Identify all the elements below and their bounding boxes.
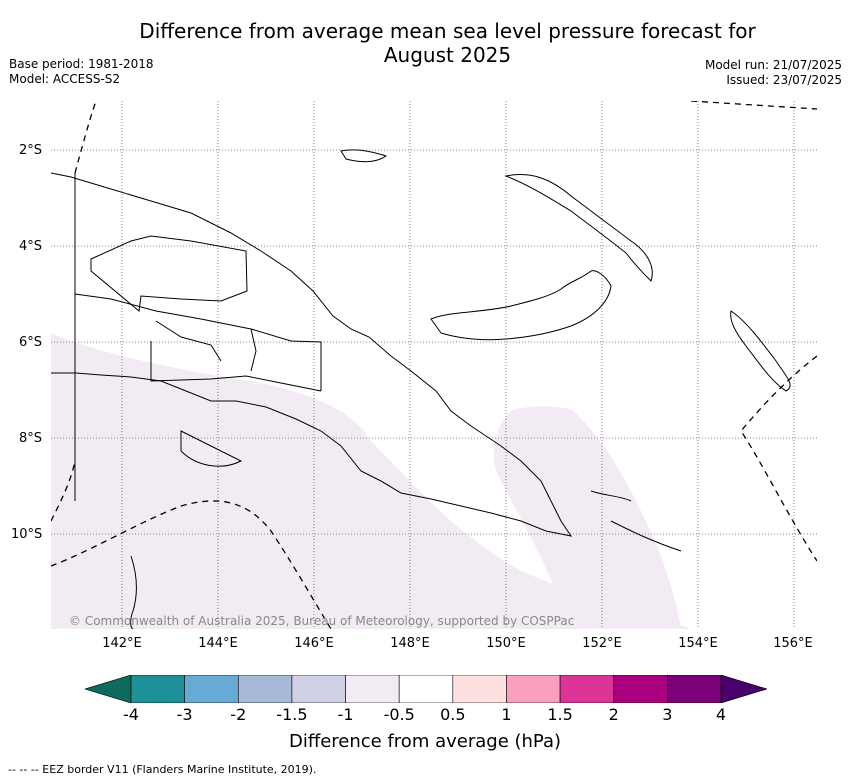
lon-label-154e: 154°E <box>678 636 718 651</box>
colorbar-extend-high <box>720 675 767 703</box>
title-line-2: August 2025 <box>383 43 512 67</box>
colorbar-tick-label: -3 <box>176 705 193 724</box>
colorbar-tick-label: -2 <box>230 705 247 724</box>
colorbar-segment <box>398 675 454 703</box>
base-period: Base period: 1981-2018 <box>9 57 154 71</box>
colorbar-tick-label: -4 <box>123 705 139 724</box>
colorbar-segment <box>506 675 561 703</box>
eez-footnote: -- -- -- EEZ border V11 (Flanders Marine… <box>8 763 317 776</box>
colorbar-segment <box>291 675 346 703</box>
colorbar-tick-label: 3 <box>662 705 673 724</box>
new-britain-coast <box>430 270 612 341</box>
model-name: Model: ACCESS-S2 <box>9 72 121 86</box>
colorbar-segment <box>613 675 668 703</box>
graticule <box>51 101 817 629</box>
colorbar-segment <box>452 675 507 703</box>
lat-label-4s: 4°S <box>19 239 43 254</box>
colorbar-tick-label: 0.5 <box>440 705 466 724</box>
map-canvas: © Commonwealth of Australia 2025, Bureau… <box>51 101 817 629</box>
colorbar-tick-label: 2 <box>608 705 619 724</box>
colorbar-tick-label: 1 <box>501 705 512 724</box>
manus-coast <box>340 149 388 163</box>
colorbar-segment <box>559 675 615 703</box>
issued-date: Issued: 23/07/2025 <box>726 73 842 87</box>
title-line-1: Difference from average mean sea level p… <box>139 19 756 43</box>
lon-label-144e: 144°E <box>198 636 238 651</box>
colorbar-tick-label: -1 <box>337 705 354 724</box>
model-run: Model run: 21/07/2025 <box>704 58 842 72</box>
lon-label-142e: 142°E <box>102 636 142 651</box>
new-ireland-coast <box>504 174 653 282</box>
lat-label-6s: 6°S <box>19 335 43 350</box>
anomaly-region-southwest <box>51 333 691 629</box>
eez-borders <box>51 101 817 629</box>
colorbar-segment <box>667 675 722 703</box>
colorbar-segment <box>184 675 239 703</box>
lon-label-152e: 152°E <box>582 636 622 651</box>
colorbar-tick-label: -1.5 <box>276 705 308 724</box>
colorbar-tick-label: -0.5 <box>383 705 415 724</box>
colorbar-tick-label: 4 <box>715 705 727 724</box>
colorbar-extend-low <box>85 675 132 703</box>
coastlines <box>51 149 791 629</box>
bougainville-coast <box>730 310 791 392</box>
anomaly-region-east <box>493 406 681 629</box>
lon-label-150e: 150°E <box>486 636 526 651</box>
map-title: Difference from average mean sea level p… <box>100 19 795 67</box>
lon-label-156e: 156°E <box>773 636 813 651</box>
colorbar <box>85 675 767 703</box>
lon-label-146e: 146°E <box>294 636 334 651</box>
colorbar-segment <box>237 675 293 703</box>
colorbar-segment <box>130 675 185 703</box>
new-guinea-coast <box>51 172 573 537</box>
lat-label-8s: 8°S <box>19 431 43 446</box>
cape-york-coast <box>130 555 137 629</box>
meta-right: Model run: 21/07/2025 Issued: 23/07/2025 <box>705 58 842 88</box>
lat-label-10s: 10°S <box>11 527 43 542</box>
colorbar-tick-label: 1.5 <box>547 705 573 724</box>
lon-label-148e: 148°E <box>390 636 430 651</box>
colorbar-label: Difference from average (hPa) <box>288 731 562 752</box>
lat-label-2s: 2°S <box>19 143 43 158</box>
colorbar-segment <box>345 675 400 703</box>
map-copyright: © Commonwealth of Australia 2025, Bureau… <box>69 614 574 628</box>
meta-left: Base period: 1981-2018 Model: ACCESS-S2 <box>9 57 154 87</box>
